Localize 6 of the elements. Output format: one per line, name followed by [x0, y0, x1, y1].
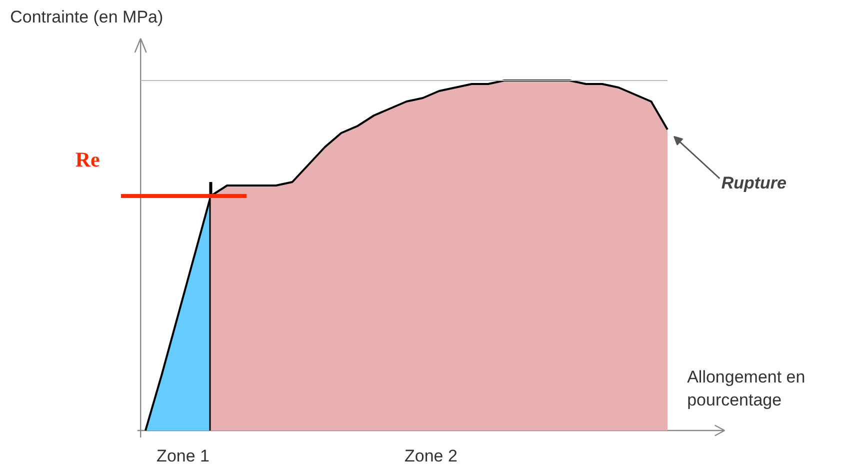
x-axis-title: Allongement en pourcentage [687, 368, 806, 410]
text: Rupture [721, 174, 787, 192]
ref-line-label: Re [75, 148, 100, 172]
text: Zone 2 [404, 446, 458, 466]
text: Zone 1 [156, 446, 210, 466]
y-axis-title: Contrainte (en MPa) [10, 7, 164, 26]
